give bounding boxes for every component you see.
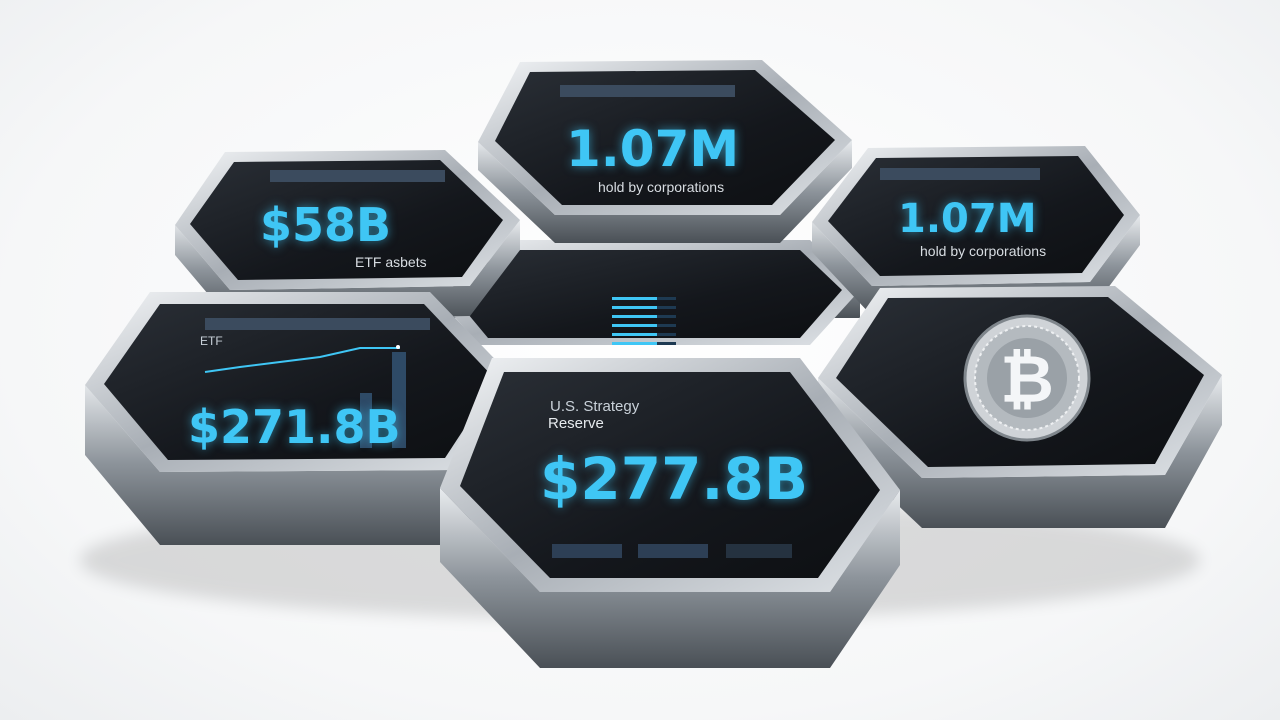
table-row-bar	[612, 342, 657, 345]
etf-assets-value: $58B	[260, 198, 392, 252]
table-row	[612, 297, 676, 300]
etf-assets-caption: ETF asbets	[355, 254, 427, 270]
tile-top-center	[478, 60, 852, 243]
tile-left-chart	[85, 292, 515, 545]
table-row-bar	[612, 324, 657, 327]
tile-center-table	[430, 240, 860, 345]
tile-bottom-center	[440, 358, 900, 668]
table-row	[612, 306, 676, 309]
reserve-value: $277.8B	[540, 445, 809, 513]
panel-button	[552, 544, 622, 558]
panel-button	[638, 544, 708, 558]
panel-button	[726, 544, 792, 558]
table-row-bar	[612, 315, 657, 318]
chart-bar	[360, 393, 372, 448]
right-holdings-caption: hold by corporations	[920, 243, 1047, 259]
chart-line	[204, 347, 400, 373]
chart-bar	[392, 352, 406, 448]
table-row	[612, 315, 676, 318]
table-row	[612, 333, 676, 336]
tile-left-top	[175, 150, 520, 320]
corporate-holdings-caption: hold by corporations	[598, 179, 725, 195]
header-bar	[270, 170, 445, 182]
header-bar	[560, 85, 735, 97]
reserve-caption: Reserve	[548, 415, 604, 432]
chart-value: $271.8B	[188, 400, 401, 454]
right-holdings-value: 1.07M	[898, 196, 1037, 242]
header-bar	[880, 168, 1040, 180]
header-bar	[205, 318, 430, 330]
table-row-bar	[612, 306, 657, 309]
bitcoin-coin-icon: ₿	[963, 314, 1091, 442]
chart-caption: ETF	[200, 334, 223, 348]
table-row	[612, 324, 676, 327]
table-row-bar	[612, 333, 657, 336]
reserve-title: U.S. Strategy	[550, 398, 640, 415]
corporate-holdings-value: 1.07M	[566, 120, 740, 178]
svg-text:₿: ₿	[1000, 341, 1054, 418]
table-row-bar	[612, 297, 657, 300]
table-row	[612, 342, 676, 345]
